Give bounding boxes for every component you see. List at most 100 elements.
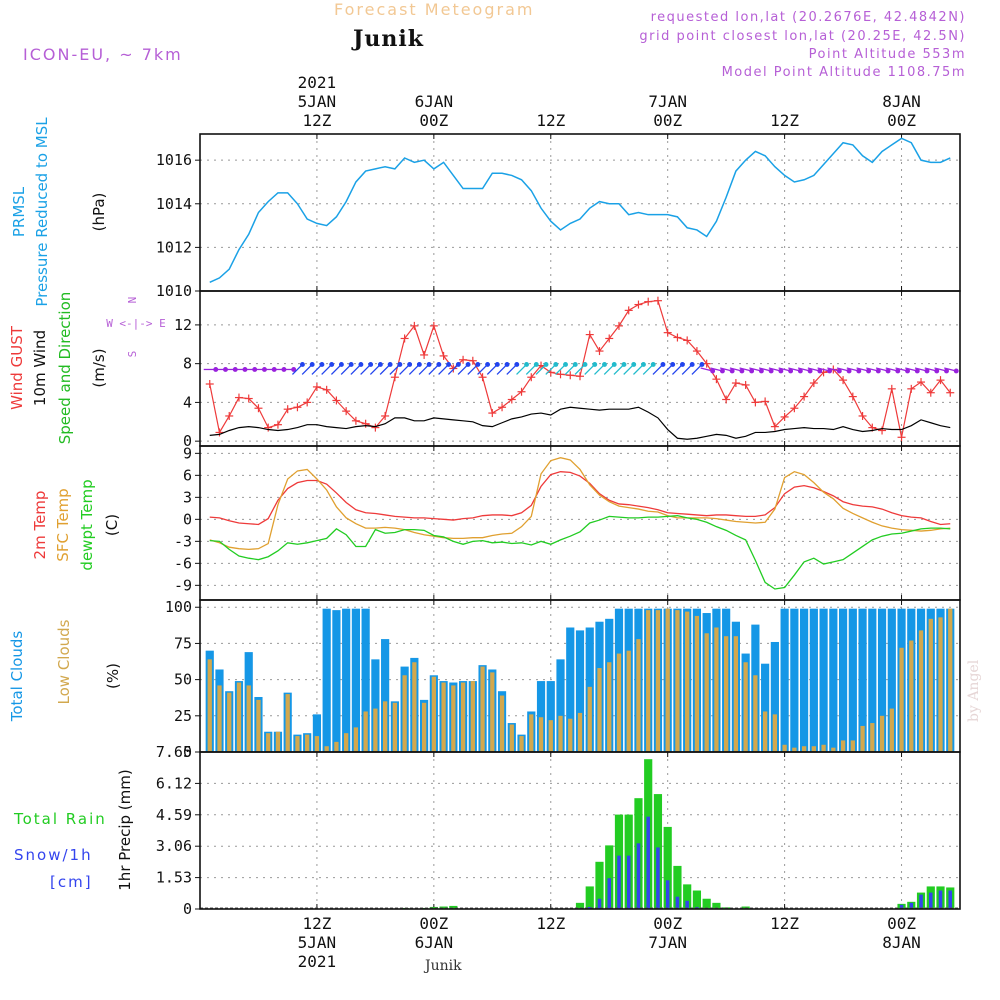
gust-marker (410, 321, 419, 330)
low-clouds-bar (889, 708, 894, 752)
gust-marker (273, 420, 282, 429)
panel-frame (199, 290, 961, 447)
wind-direction-arrow (758, 367, 774, 374)
low-clouds-bar (753, 675, 758, 752)
low-clouds-bar (597, 668, 602, 752)
wind-direction-arrow (330, 362, 344, 375)
wind-direction-arrow (866, 367, 881, 374)
low-clouds-bar (801, 746, 807, 752)
y-tick-label: 4 (183, 393, 192, 411)
gust-marker (234, 393, 243, 402)
gust-marker (907, 384, 916, 393)
wind-direction-arrow (399, 362, 413, 375)
gust-marker (312, 382, 321, 391)
y-tick-label: 1010 (156, 282, 192, 300)
low-clouds-bar (246, 685, 251, 752)
gust-marker (381, 411, 390, 420)
gust-marker (371, 423, 380, 432)
x-bottom-label: 00Z (887, 914, 916, 933)
rain-bar (439, 906, 448, 909)
low-clouds-bar (499, 695, 505, 752)
total-clouds-bar (819, 608, 828, 752)
low-clouds-bar (948, 608, 953, 752)
compass-n: N (126, 297, 139, 304)
low-clouds-bar (490, 672, 495, 752)
rain-bar (683, 884, 692, 909)
total-clouds-bar (780, 608, 789, 752)
y-tick-label: 100 (165, 598, 192, 616)
low-clouds-bar (636, 639, 641, 752)
wind-direction-arrow (447, 362, 461, 375)
wind-direction-arrow (807, 367, 823, 374)
x-top-label: 12Z (302, 111, 331, 130)
low-clouds-bar (646, 610, 651, 752)
wind-direction-arrow (642, 362, 656, 375)
wind-direction-arrow (340, 362, 354, 375)
wind-direction-arrow (671, 362, 685, 375)
model-altitude: Model Point Altitude 1108.75m (721, 65, 966, 80)
y-tick-label: 6.12 (156, 774, 192, 792)
low-clouds-bar (675, 610, 680, 752)
footer-location: Junik (425, 958, 462, 974)
series-2m-temp (209, 471, 951, 526)
low-clouds-bar (275, 731, 281, 752)
gust-marker (780, 412, 789, 421)
low-clouds-bar (529, 714, 534, 752)
gust-marker (634, 300, 643, 309)
x-bottom-label: 6JAN (415, 933, 454, 952)
low-clouds-bar (412, 662, 417, 752)
gust-marker (585, 330, 594, 339)
wind-direction-arrow (291, 362, 305, 375)
gust-marker (420, 350, 429, 359)
gust-marker (614, 321, 623, 330)
wind-direction-arrow (486, 362, 500, 375)
gust-marker (653, 296, 662, 305)
y-tick-label: 3.06 (156, 837, 192, 855)
gust-marker (917, 378, 926, 387)
gust-marker (770, 422, 779, 431)
low-clouds-bar (324, 746, 329, 752)
total-clouds-bar (848, 608, 857, 752)
ylabel-dewpt-temp: dewpt Temp (78, 479, 96, 570)
low-clouds-bar (217, 685, 222, 752)
low-clouds-bar (792, 747, 797, 752)
low-clouds-bar (568, 718, 573, 752)
x-bottom-label: 5JAN (298, 933, 337, 952)
total-clouds-bar (556, 659, 565, 752)
low-clouds-bar (714, 627, 719, 752)
gust-marker (342, 407, 351, 416)
y-tick-label: 50 (174, 671, 192, 689)
x-top-label: 8JAN (882, 92, 921, 111)
unit-ms: (m/s) (90, 348, 108, 387)
x-bottom-label: 7JAN (648, 933, 687, 952)
y-tick-label: 0 (183, 432, 192, 450)
wind-direction-arrow (496, 362, 510, 375)
rain-bar (575, 902, 585, 909)
gust-marker (478, 373, 487, 382)
gust-marker (761, 397, 770, 406)
y-tick-label: 1016 (156, 151, 192, 169)
gust-marker (527, 373, 536, 382)
gust-marker (712, 375, 721, 384)
wind-direction-arrow (691, 362, 705, 375)
low-clouds-bar (811, 746, 816, 752)
snow-bar (646, 816, 650, 909)
low-clouds-bar (266, 733, 271, 752)
y-tick-label: -3 (174, 532, 192, 550)
gust-marker (731, 379, 740, 388)
low-clouds-bar (451, 685, 456, 752)
wind-direction-arrow (418, 362, 432, 375)
wind-direction-arrow (428, 362, 442, 375)
gust-marker (361, 419, 370, 428)
wind-direction-arrow (408, 362, 422, 375)
rain-bar (605, 845, 614, 909)
y-tick-label: 9 (183, 444, 192, 462)
x-top-label: 7JAN (648, 92, 687, 111)
total-clouds-bar (887, 608, 896, 752)
y-tick-label: -6 (174, 554, 192, 572)
requested-coordinates: requested lon,lat (20.2676E, 42.4842N) (650, 10, 966, 25)
rain-bar (673, 865, 682, 909)
gust-marker (663, 328, 672, 337)
gust-marker (897, 433, 906, 442)
